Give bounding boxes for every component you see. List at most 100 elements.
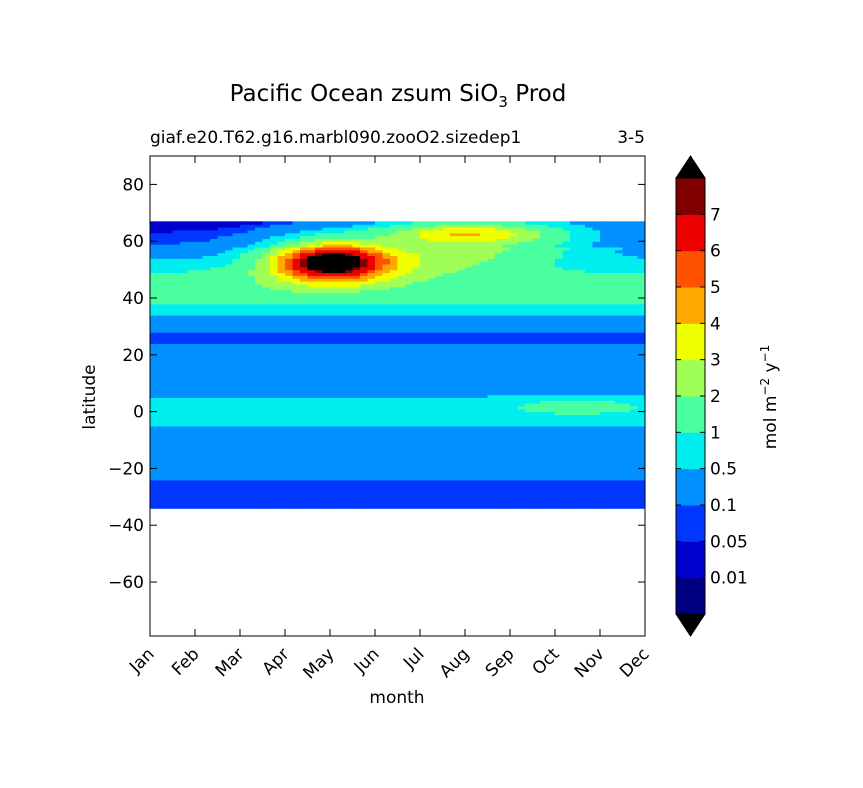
contour-cell (240, 309, 249, 313)
contour-cell (390, 431, 399, 435)
contour-cell (315, 488, 324, 492)
contour-cell (337, 437, 346, 441)
contour-cell (202, 280, 211, 285)
contour-cell (352, 306, 361, 310)
contour-cell (412, 468, 421, 472)
contour-cell (472, 400, 481, 404)
contour-cell (450, 298, 459, 302)
contour-cell (405, 457, 414, 461)
contour-cell (202, 232, 211, 237)
contour-cell (352, 448, 361, 452)
contour-cell (495, 334, 504, 339)
contour-cell (195, 420, 204, 424)
contour-cell (172, 459, 181, 464)
contour-cell (187, 434, 196, 438)
contour-cell (157, 351, 166, 356)
contour-cell (480, 295, 489, 299)
contour-cell (487, 408, 496, 413)
contour-cell (157, 462, 166, 467)
contour-cell (405, 232, 414, 237)
contour-cell (180, 261, 189, 265)
contour-cell (352, 232, 361, 237)
contour-cell (405, 414, 414, 418)
contour-cell (412, 227, 421, 231)
contour-cell (240, 459, 249, 464)
contour-cell (360, 346, 369, 350)
contour-cell (412, 417, 421, 421)
contour-cell (405, 303, 414, 308)
contour-cell (337, 502, 346, 506)
contour-cell (330, 323, 339, 328)
contour-cell (517, 408, 526, 413)
contour-cell (150, 252, 159, 257)
contour-cell (472, 474, 481, 478)
contour-cell (442, 246, 451, 251)
contour-cell (187, 442, 196, 447)
contour-cell (225, 269, 234, 274)
contour-cell (480, 354, 489, 359)
contour-cell (367, 394, 376, 399)
contour-cell (187, 502, 196, 506)
contour-cell (337, 380, 346, 384)
contour-cell (330, 340, 339, 345)
contour-cell (240, 369, 249, 373)
contour-cell (217, 411, 226, 416)
contour-cell (480, 471, 489, 475)
contour-cell (240, 346, 249, 350)
contour-cell (217, 448, 226, 452)
contour-cell (427, 485, 436, 489)
contour-cell (495, 227, 504, 231)
contour-cell (435, 366, 444, 370)
contour-cell (502, 266, 511, 271)
contour-cell (495, 403, 504, 407)
contour-cell (412, 303, 421, 308)
contour-cell (465, 232, 474, 237)
contour-cell (157, 505, 166, 509)
contour-cell (495, 471, 504, 475)
contour-cell (292, 428, 301, 433)
contour-cell (300, 474, 309, 478)
contour-cell (457, 354, 466, 359)
contour-cell (390, 442, 399, 447)
contour-cell (352, 252, 361, 257)
contour-cell (427, 227, 436, 231)
contour-cell (510, 488, 519, 492)
contour-cell (405, 499, 414, 504)
contour-cell (510, 229, 519, 234)
contour-cell (465, 278, 474, 282)
contour-cell (285, 485, 294, 489)
contour-cell (247, 465, 256, 470)
contour-cell (360, 414, 369, 418)
contour-cell (217, 357, 226, 362)
contour-cell (157, 244, 166, 248)
contour-cell (165, 246, 174, 251)
contour-cell (330, 445, 339, 450)
contour-cell (240, 403, 249, 407)
contour-cell (517, 414, 526, 418)
contour-cell (300, 252, 309, 257)
contour-cell (472, 280, 481, 285)
contour-cell (165, 244, 174, 248)
contour-cell (172, 440, 181, 444)
contour-cell (382, 465, 391, 470)
contour-cell (442, 317, 451, 322)
contour-cell (300, 332, 309, 336)
contour-cell (285, 360, 294, 364)
contour-cell (322, 295, 331, 299)
contour-cell (352, 354, 361, 359)
contour-cell (307, 405, 316, 410)
contour-cell (225, 286, 234, 291)
contour-cell (322, 340, 331, 345)
contour-cell (300, 471, 309, 475)
contour-cell (397, 476, 406, 481)
contour-cell (405, 266, 414, 271)
contour-cell (165, 496, 174, 501)
contour-cell (502, 235, 511, 239)
contour-cell (330, 405, 339, 410)
contour-cell (180, 383, 189, 387)
contour-cell (480, 280, 489, 285)
contour-cell (217, 471, 226, 475)
contour-cell (495, 434, 504, 438)
contour-cell (360, 323, 369, 328)
contour-cell (435, 394, 444, 399)
